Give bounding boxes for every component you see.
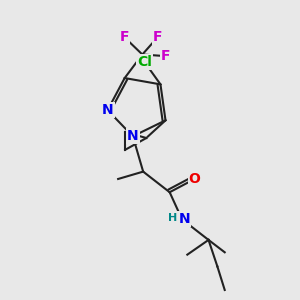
Text: N: N [102,103,113,117]
Text: F: F [161,49,171,63]
Text: H: H [168,213,177,223]
Text: N: N [178,212,190,226]
Text: Cl: Cl [137,55,152,69]
Text: F: F [119,30,129,44]
Text: F: F [153,30,162,44]
Text: O: O [189,172,201,186]
Text: N: N [127,129,139,143]
